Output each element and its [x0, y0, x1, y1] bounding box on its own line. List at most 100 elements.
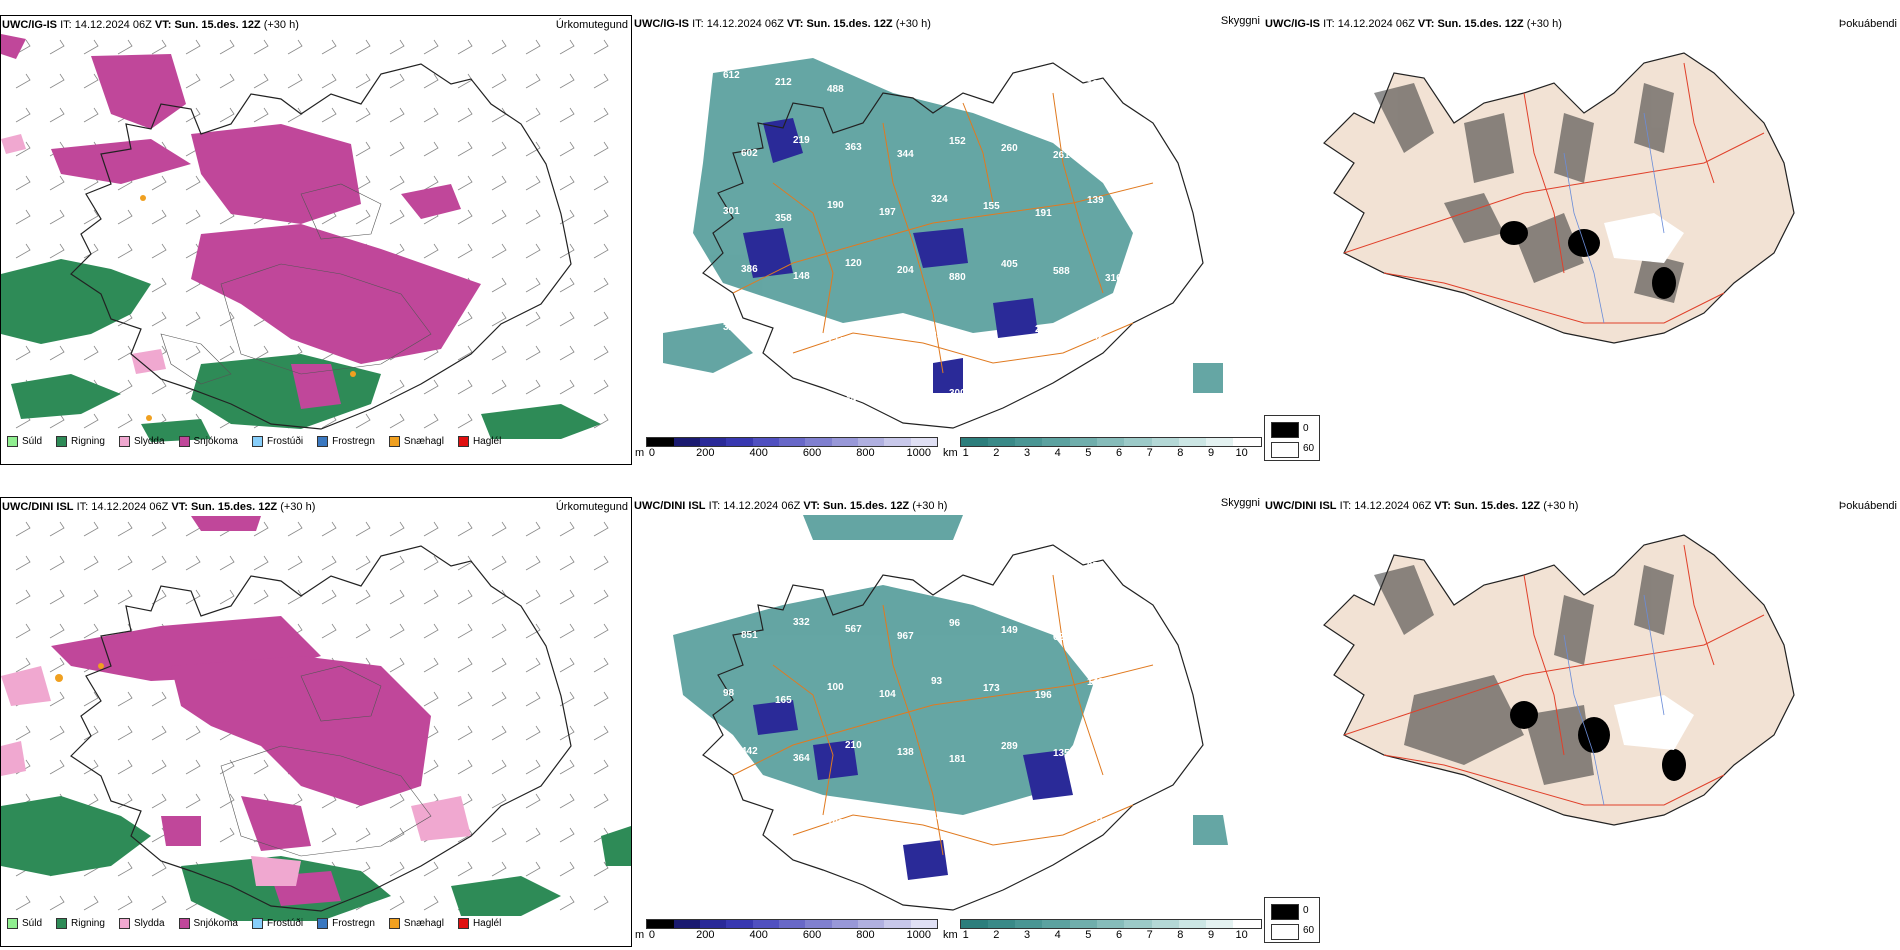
wind-barb — [185, 555, 201, 571]
colorbar-tick: 1 — [962, 929, 969, 941]
wind-barb — [593, 725, 609, 741]
wind-barb — [321, 73, 337, 89]
ceiling-value-label: 301 — [723, 206, 740, 217]
wind-barb — [457, 413, 473, 429]
wind-barb — [185, 311, 201, 327]
legend-item: Frostúði — [251, 918, 303, 929]
wind-barb — [559, 73, 575, 89]
wind-barb — [491, 691, 507, 707]
snow-areas — [1, 34, 481, 409]
wind-barb — [389, 107, 405, 123]
ceiling-value-label: 370 — [1035, 554, 1052, 565]
wind-barb — [559, 311, 575, 327]
wind-barb — [321, 107, 337, 123]
ceiling-value-label: 100 — [827, 682, 844, 693]
legend-label: Haglél — [472, 918, 502, 929]
fog-dark-spots — [1510, 701, 1686, 781]
wind-barb — [219, 345, 235, 361]
wind-barb — [49, 759, 65, 775]
ceiling-value-label: 627 — [1053, 632, 1070, 643]
ceiling-value-label: 93 — [931, 676, 943, 687]
wind-barb — [457, 141, 473, 157]
wind-barb — [593, 691, 609, 707]
ceiling-value-label: 880 — [949, 272, 966, 283]
panel-variable: Þokuábendi — [1838, 18, 1897, 30]
wind-barb — [151, 277, 167, 293]
legend-swatch — [178, 918, 190, 929]
wind-barb — [321, 521, 337, 537]
ceiling-value-label: 245 — [775, 559, 792, 570]
colorbar-cell — [752, 920, 779, 928]
wind-barb — [389, 209, 405, 225]
wind-barb — [15, 345, 31, 361]
wind-barb — [389, 521, 405, 537]
colorbar-cell — [1015, 438, 1043, 446]
wind-barb — [525, 793, 541, 809]
colorbar-cell — [1015, 920, 1043, 928]
wind-barb — [423, 243, 439, 259]
wind-barb — [15, 657, 31, 673]
fog-label: 60 — [1303, 443, 1315, 454]
wind-barb — [389, 589, 405, 605]
wind-barb — [525, 861, 541, 877]
wind-barb — [457, 759, 473, 775]
colorbar-tick: 3 — [1023, 447, 1031, 459]
wind-barb — [423, 413, 439, 429]
colorbar-cell — [647, 920, 674, 928]
ceiling-value-label: 26 — [931, 78, 943, 89]
wind-barb — [117, 345, 133, 361]
wind-barb — [117, 209, 133, 225]
colorbar-tick: 6 — [1115, 929, 1123, 941]
precip-legend: Súld Rigning Slydda Snjókoma Frostúði Frostre… — [7, 436, 501, 447]
fog-index-panel-top: UWC/IG-IS IT: 14.12.2024 06Z VT: Sun. 15… — [1264, 15, 1900, 465]
low-ceiling-areas — [753, 700, 1073, 880]
legend-swatch — [56, 918, 68, 929]
wind-barb — [423, 725, 439, 741]
wind-barb — [49, 691, 65, 707]
colorbar-cell — [960, 920, 988, 928]
wind-barb — [491, 657, 507, 673]
visibility-colorbar: km 1 2 3 4 5 6 7 8 9 10 — [943, 437, 1262, 459]
ceiling-value-label: 612 — [723, 70, 740, 81]
wind-barb — [15, 243, 31, 259]
wind-barb — [15, 175, 31, 191]
wind-barb — [525, 555, 541, 571]
ceiling-value-label: 274 — [1105, 137, 1122, 148]
ceiling-value-label: 108 — [827, 818, 844, 829]
sleet-areas — [1, 134, 166, 374]
wind-barb — [253, 345, 269, 361]
colorbar-cell — [647, 438, 674, 446]
wind-barb — [559, 345, 575, 361]
hail-spots — [140, 195, 356, 421]
wind-barb — [15, 521, 31, 537]
wind-barb — [117, 895, 133, 911]
wind-barb — [423, 39, 439, 55]
wind-barb — [253, 73, 269, 89]
wind-barb — [491, 521, 507, 537]
legend-item: Rigning — [56, 436, 105, 447]
road-network — [1343, 544, 1765, 806]
wind-barb — [15, 589, 31, 605]
wind-barb — [423, 521, 439, 537]
legend-swatch — [457, 436, 469, 447]
ceiling-value-label: 44 — [845, 394, 857, 405]
wind-barb — [525, 311, 541, 327]
wind-barb — [389, 657, 405, 673]
wind-barb — [321, 827, 337, 843]
wind-barb — [559, 379, 575, 395]
colorbar-cell — [987, 920, 1016, 928]
colorbar-tick: 200 — [696, 447, 715, 459]
wind-barb — [185, 73, 201, 89]
wind-barb — [219, 759, 235, 775]
panel-title: UWC/IG-IS IT: 14.12.2024 06Z VT: Sun. 15… — [1265, 18, 1562, 30]
wind-barb — [423, 623, 439, 639]
ceiling-value-label: 192 — [723, 804, 740, 815]
wind-barb — [593, 521, 609, 537]
wind-barb — [559, 895, 575, 911]
colorbar-cell — [884, 438, 911, 446]
wind-barb — [83, 589, 99, 605]
road-network — [1343, 62, 1765, 324]
wind-barb — [253, 521, 269, 537]
road-network — [732, 574, 1154, 856]
wind-barb — [491, 277, 507, 293]
